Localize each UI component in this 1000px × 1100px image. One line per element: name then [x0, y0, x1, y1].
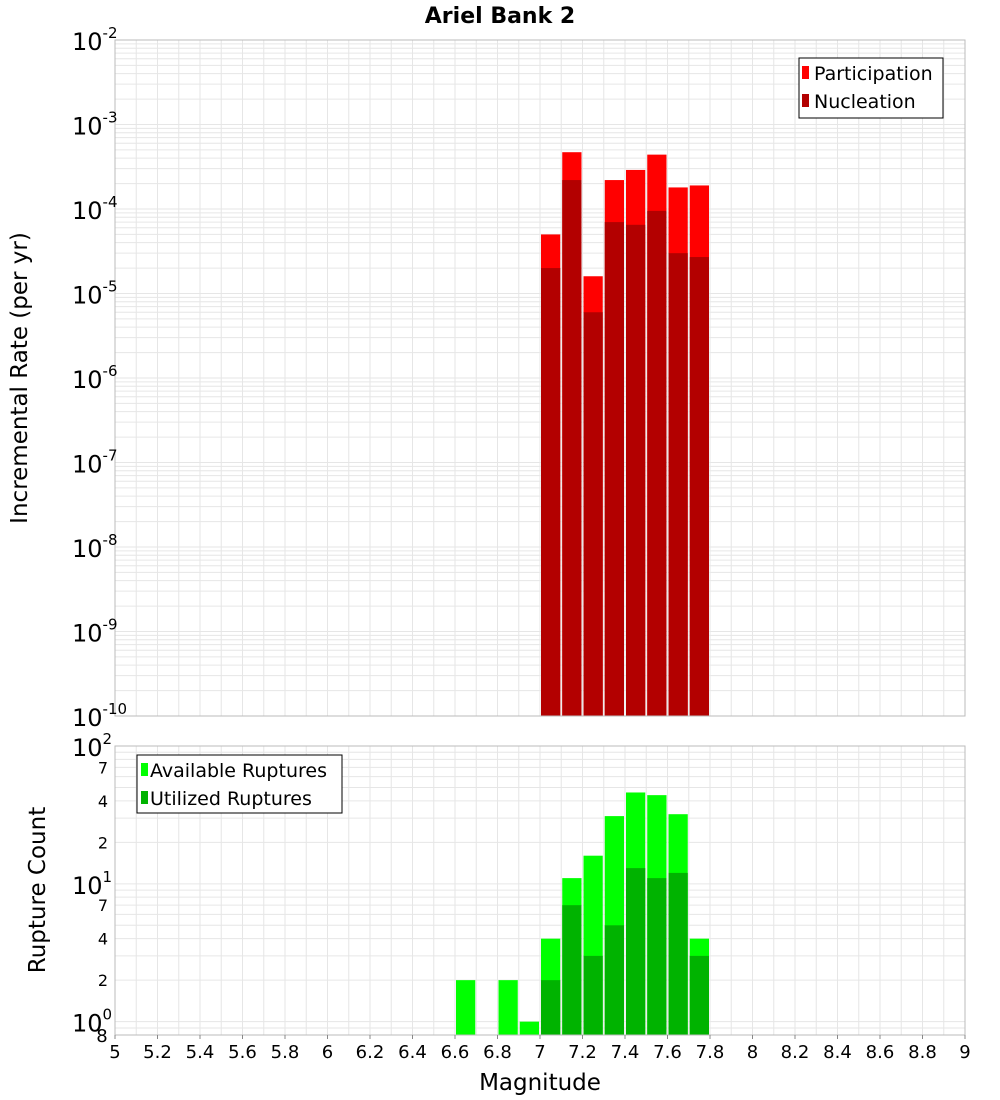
available-bar [456, 980, 476, 1035]
count-y-axis-bottom-label: 8 [96, 1026, 107, 1047]
count-y-tick-label: 4 [98, 792, 108, 811]
x-tick-label: 6 [322, 1042, 333, 1063]
x-tick-label: 5 [109, 1042, 120, 1063]
x-tick-label: 6.8 [483, 1042, 512, 1063]
count-panel: 2 4 7 2 4 7 100 101 102 8 Rupture Count Availabl… [25, 730, 971, 1096]
utilized-bar [604, 925, 624, 1035]
count-y-tick-label: 7 [98, 896, 108, 915]
x-tick-label: 8 [747, 1042, 758, 1063]
x-tick-label: 8.2 [781, 1042, 810, 1063]
rate-y-tick-label: 10-6 [72, 362, 118, 394]
x-tick-label: 6.6 [441, 1042, 470, 1063]
available-legend-label: Available Ruptures [150, 760, 327, 782]
utilized-legend-swatch [141, 791, 148, 804]
utilized-bar [562, 905, 582, 1035]
x-tick-label: 7.2 [568, 1042, 597, 1063]
rate-legend-box [798, 57, 944, 119]
x-tick-label: 7.8 [696, 1042, 725, 1063]
nucleation-bar [689, 257, 709, 716]
available-legend-swatch [141, 763, 148, 776]
nucleation-legend-label: Nucleation [814, 91, 916, 113]
utilized-bar [583, 955, 603, 1035]
count-legend: Available Ruptures Utilized Ruptures [136, 754, 343, 814]
utilized-bar [626, 868, 646, 1035]
count-y-tick-label: 7 [98, 758, 108, 777]
rate-y-tick-label: 10-9 [72, 616, 118, 648]
chart-title: Ariel Bank 2 [425, 4, 575, 29]
rate-bars [541, 152, 709, 717]
rate-y-tick-label: 10-3 [72, 109, 118, 141]
utilized-bar [541, 980, 561, 1035]
count-y-major-label: 101 [72, 868, 112, 900]
rate-y-tick-label: 10-8 [72, 531, 118, 563]
rate-y-tick-label: 10-2 [72, 24, 118, 56]
available-bar [498, 980, 518, 1035]
x-tick-label: 7.6 [653, 1042, 682, 1063]
nucleation-legend-swatch [802, 94, 809, 107]
count-y-tick-label: 2 [98, 833, 108, 852]
count-bars [456, 792, 709, 1035]
x-tick-label: 9 [959, 1042, 970, 1063]
rate-y-tick-label: 10-7 [72, 447, 118, 479]
x-tick-label: 8.8 [908, 1042, 937, 1063]
count-y-major-label: 100 [72, 1006, 112, 1038]
count-legend-box [136, 754, 343, 814]
nucleation-bar [668, 253, 688, 716]
x-tick-label: 6.2 [356, 1042, 385, 1063]
nucleation-bar [541, 268, 561, 716]
x-tick-label: 5.8 [271, 1042, 300, 1063]
count-y-tick-label: 4 [98, 930, 108, 949]
utilized-legend-label: Utilized Ruptures [150, 788, 312, 810]
nucleation-bar [626, 224, 646, 716]
rate-legend: Participation Nucleation [798, 57, 944, 119]
rate-gridlines [114, 40, 966, 717]
available-bar [519, 1021, 539, 1035]
x-tick-label: 7 [534, 1042, 545, 1063]
x-ticks: 5 5.2 5.4 5.6 5.8 6 6.2 6.4 6.6 6.8 7 7.2 7.4 7.6 7.8 8… [109, 1035, 971, 1063]
participation-legend-swatch [802, 66, 809, 79]
x-tick-label: 5.6 [228, 1042, 257, 1063]
count-y-axis-label: Rupture Count [25, 807, 51, 973]
count-y-ticks: 2 4 7 2 4 7 100 101 102 [72, 730, 112, 1038]
rate-y-ticks: 10-10 10-9 10-8 10-7 10-6 10-5 10-4 10-3 10-2 [72, 24, 127, 732]
rate-y-axis-label: Incremental Rate (per yr) [7, 232, 33, 524]
utilized-bar [668, 872, 688, 1035]
utilized-bar [647, 878, 667, 1035]
x-tick-label: 5.4 [186, 1042, 215, 1063]
rate-y-tick-label: 10-5 [72, 278, 118, 310]
nucleation-bar [583, 312, 603, 716]
rate-plot-frame [114, 39, 966, 717]
nucleation-bar [604, 222, 624, 716]
nucleation-bar [647, 210, 667, 716]
rate-panel: 10-10 10-9 10-8 10-7 10-6 10-5 10-4 10-3 10-2 In… [7, 24, 966, 732]
rate-y-tick-label: 10-10 [72, 700, 127, 732]
count-y-tick-label: 2 [98, 971, 108, 990]
x-axis-label: Magnitude [479, 1070, 601, 1096]
utilized-bar [689, 955, 709, 1035]
rate-y-tick-label: 10-4 [72, 193, 118, 225]
x-tick-label: 8.4 [823, 1042, 852, 1063]
count-y-major-label: 102 [72, 730, 112, 762]
participation-legend-label: Participation [814, 63, 933, 85]
x-tick-label: 6.4 [398, 1042, 427, 1063]
x-tick-label: 8.6 [866, 1042, 895, 1063]
x-tick-label: 5.2 [143, 1042, 172, 1063]
nucleation-bar [562, 180, 582, 716]
x-tick-label: 7.4 [611, 1042, 640, 1063]
